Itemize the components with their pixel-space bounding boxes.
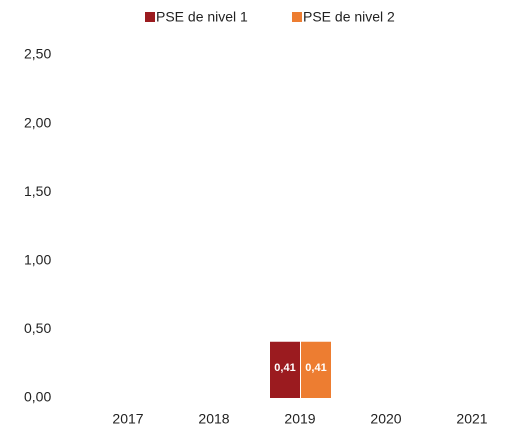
bar	[270, 341, 300, 398]
x-tick-label: 2019	[284, 411, 315, 427]
y-tick-label: 1,50	[24, 183, 51, 199]
bar	[301, 341, 331, 398]
legend-label: PSE de nivel 2	[303, 9, 395, 25]
x-tick-label: 2018	[198, 411, 229, 427]
y-tick-label: 0,50	[24, 320, 51, 336]
x-tick-label: 2021	[456, 411, 487, 427]
value-label: 0,41	[274, 362, 295, 374]
legend-swatch	[292, 12, 302, 22]
legend-swatch	[145, 12, 155, 22]
y-tick-label: 1,00	[24, 252, 51, 268]
y-tick-label: 0,00	[24, 389, 51, 405]
x-tick-label: 2017	[112, 411, 143, 427]
y-tick-label: 2,50	[24, 46, 51, 62]
y-tick-label: 2,00	[24, 114, 51, 130]
legend-label: PSE de nivel 1	[156, 9, 248, 25]
x-tick-label: 2020	[370, 411, 401, 427]
value-label: 0,41	[305, 362, 326, 374]
